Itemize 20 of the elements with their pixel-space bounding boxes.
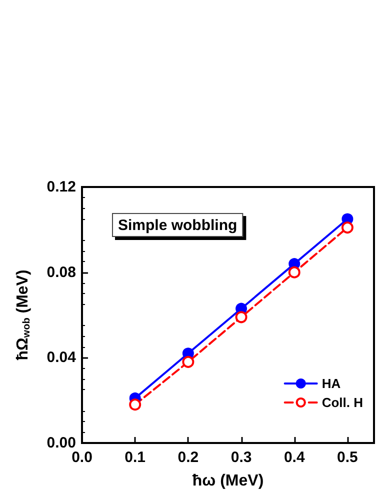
point	[235, 311, 248, 324]
point	[288, 266, 300, 278]
point	[129, 398, 142, 411]
x-tick-label: 0.2	[178, 449, 199, 466]
x-tick-label: 0.0	[72, 449, 92, 466]
y-axis-title: ħΩwob (MeV)	[14, 270, 32, 360]
x-tick-label: 0.1	[124, 449, 146, 466]
y-tick-label: 0.00	[46, 434, 76, 452]
legend-label: HA	[322, 376, 342, 391]
y-tick-label: 0.12	[46, 178, 76, 196]
x-tick-label: 0.4	[284, 449, 306, 466]
x-tick-label: 0.3	[230, 449, 252, 466]
legend-label: Coll. H	[322, 395, 364, 410]
x-tick-label: 0.5	[337, 449, 358, 466]
x-axis-title: ħω (MeV)	[192, 472, 264, 490]
y-tick-label: 0.08	[46, 264, 76, 281]
y-tick-label: 0.04	[46, 349, 77, 366]
point	[182, 356, 194, 368]
point	[341, 222, 354, 234]
annotation: Simple wobbling	[118, 217, 238, 234]
